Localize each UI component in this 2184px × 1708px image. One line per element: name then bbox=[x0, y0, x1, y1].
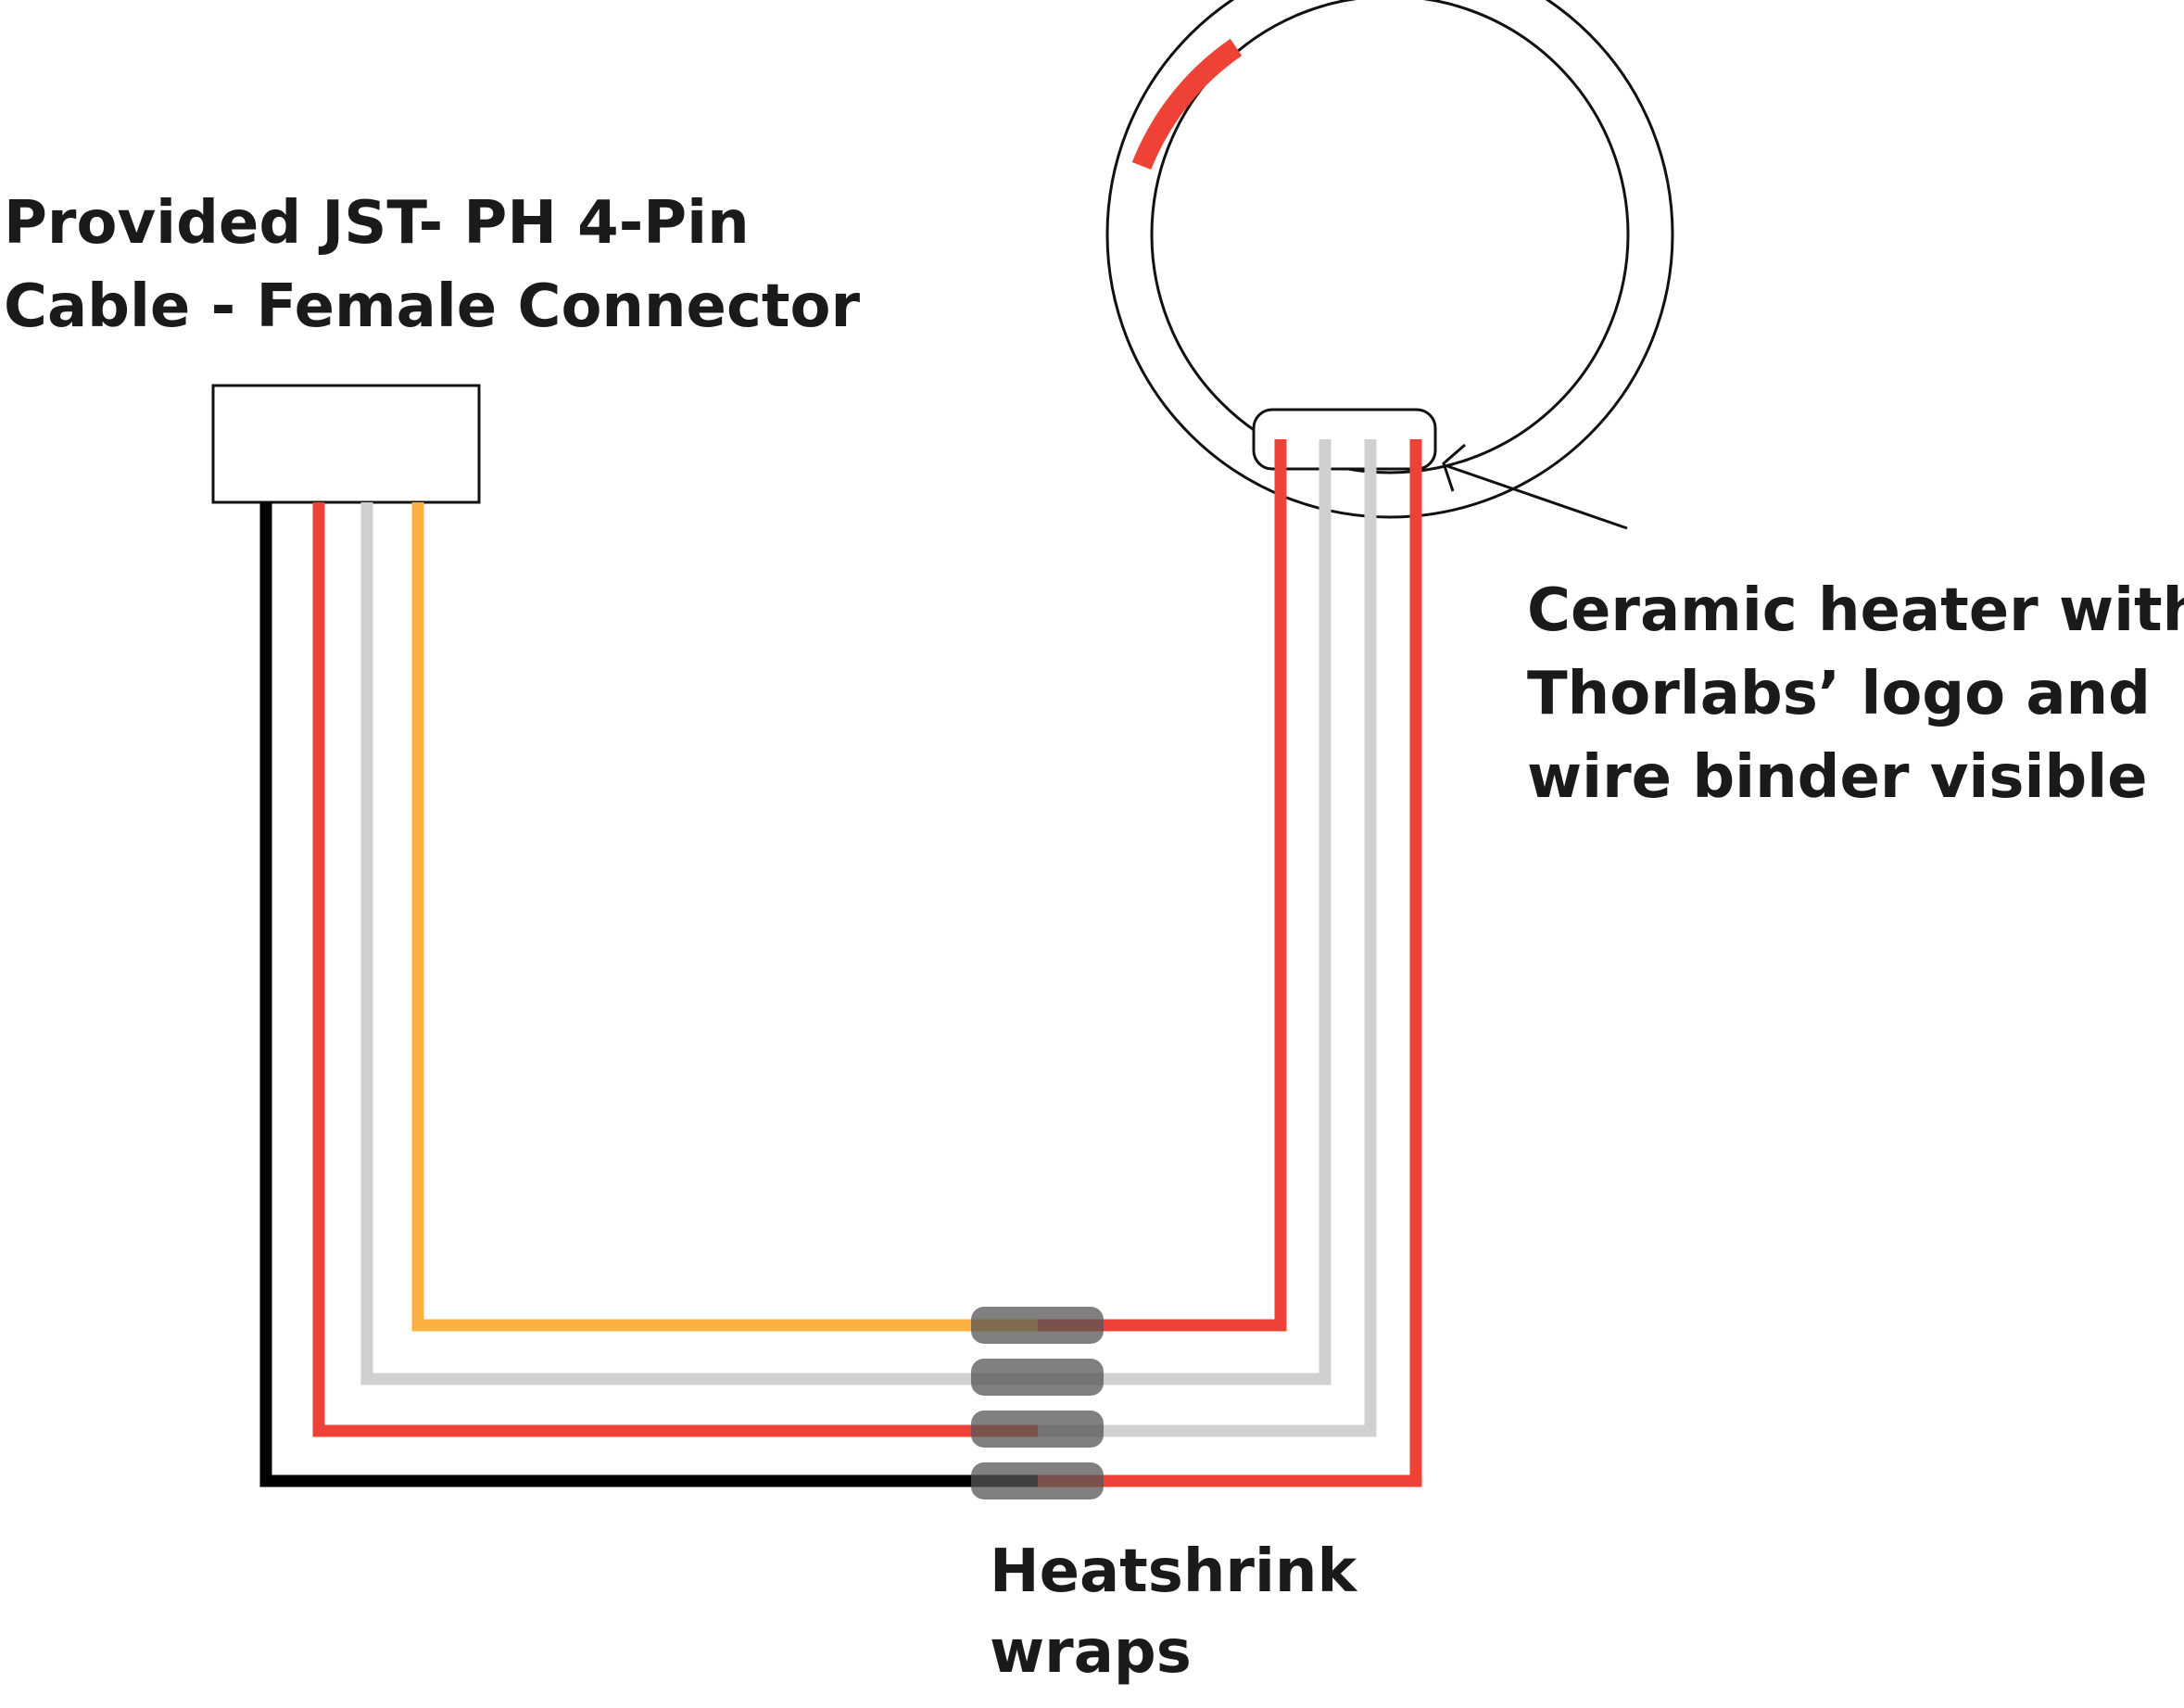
red-wire-heater-a bbox=[1038, 439, 1287, 1332]
heatshrink-wrap-3 bbox=[971, 1411, 1104, 1448]
heater-label-line-2: Thorlabs’ logo and bbox=[1527, 660, 2151, 728]
heater-logo-mark bbox=[1131, 38, 1243, 171]
heater-outer-ring bbox=[1105, 0, 1674, 519]
orange-wire bbox=[411, 502, 1038, 1332]
heatshrink-label: Heatshrink wraps bbox=[990, 1537, 1377, 1687]
connector-label-line-2: Cable - Female Connector bbox=[4, 272, 860, 341]
heatshrink-wrap-2 bbox=[971, 1359, 1104, 1396]
wire-binder bbox=[1252, 408, 1437, 471]
jst-connector-housing bbox=[211, 384, 481, 504]
red-wire-heater-b bbox=[1038, 439, 1422, 1487]
gray-wire-left bbox=[360, 502, 1038, 1385]
heatshrink-wrap-1 bbox=[971, 1307, 1104, 1344]
gray-wire-heater-b bbox=[1038, 439, 1377, 1437]
heater-label-line-3: wire binder visible bbox=[1527, 743, 2148, 812]
gray-wire-heater-a bbox=[1038, 439, 1332, 1385]
heater-leader-line bbox=[1446, 464, 1628, 530]
red-wire-left bbox=[312, 502, 1038, 1437]
heater-label: Ceramic heater with Thorlabs’ logo and w… bbox=[1527, 576, 2184, 812]
connector-label: Provided JST- PH 4-Pin Cable - Female Co… bbox=[4, 189, 860, 341]
heatshrink-label-line-2: wraps bbox=[990, 1618, 1192, 1687]
heater-leader-arrowhead bbox=[1442, 443, 1466, 492]
heater-inner-ring bbox=[1150, 0, 1630, 474]
heatshrink-label-line-1: Heatshrink bbox=[990, 1537, 1357, 1606]
black-wire bbox=[259, 502, 1038, 1487]
connector-label-line-1: Provided JST- PH 4-Pin bbox=[4, 189, 750, 258]
heater-label-line-1: Ceramic heater with bbox=[1527, 576, 2184, 645]
heatshrink-wrap-4 bbox=[971, 1462, 1104, 1499]
